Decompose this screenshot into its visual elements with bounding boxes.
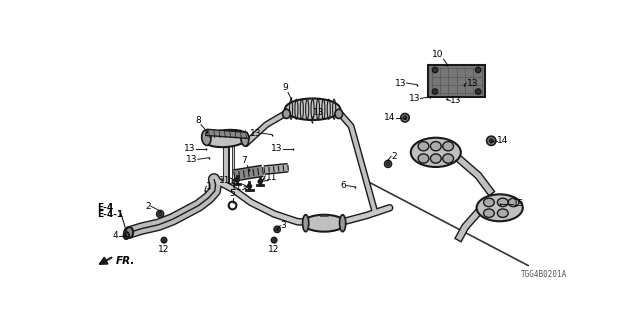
Ellipse shape <box>303 215 308 232</box>
Text: 13: 13 <box>250 129 262 138</box>
Text: 13: 13 <box>184 144 196 153</box>
Circle shape <box>273 239 275 241</box>
Text: E-4: E-4 <box>97 203 113 212</box>
Ellipse shape <box>204 130 248 147</box>
Text: 13: 13 <box>312 108 324 117</box>
Circle shape <box>248 184 252 188</box>
Ellipse shape <box>484 198 494 207</box>
Ellipse shape <box>285 99 340 120</box>
Text: E-4-1: E-4-1 <box>97 210 124 219</box>
Ellipse shape <box>418 141 429 151</box>
Text: FR.: FR. <box>115 256 135 266</box>
Bar <box>428 65 486 97</box>
Circle shape <box>433 89 438 94</box>
Circle shape <box>236 178 239 182</box>
Circle shape <box>271 237 276 243</box>
Ellipse shape <box>340 215 346 232</box>
Ellipse shape <box>125 227 133 238</box>
Text: 10: 10 <box>432 50 444 59</box>
Text: 13: 13 <box>186 155 198 164</box>
Ellipse shape <box>477 194 523 221</box>
Circle shape <box>387 162 390 165</box>
Text: 6: 6 <box>340 181 346 190</box>
Ellipse shape <box>335 109 342 118</box>
Text: 3: 3 <box>280 221 286 230</box>
Text: 11: 11 <box>266 173 278 182</box>
Circle shape <box>276 228 278 231</box>
Ellipse shape <box>241 132 249 146</box>
Text: 15: 15 <box>513 199 524 208</box>
Ellipse shape <box>431 141 441 151</box>
Ellipse shape <box>497 209 508 217</box>
Ellipse shape <box>411 138 461 167</box>
Ellipse shape <box>443 141 454 151</box>
Text: 13: 13 <box>467 78 478 88</box>
Circle shape <box>259 181 261 182</box>
Ellipse shape <box>508 198 519 207</box>
Circle shape <box>236 179 238 181</box>
Circle shape <box>248 185 250 187</box>
Text: 2: 2 <box>391 152 397 161</box>
Circle shape <box>403 116 407 120</box>
Text: 7: 7 <box>241 156 247 165</box>
Text: 5: 5 <box>230 189 236 198</box>
Circle shape <box>486 136 496 145</box>
Circle shape <box>401 114 409 122</box>
Circle shape <box>433 67 438 73</box>
Text: 12: 12 <box>158 245 170 254</box>
Text: 13: 13 <box>395 78 406 88</box>
Ellipse shape <box>418 154 429 163</box>
Ellipse shape <box>283 109 291 118</box>
Text: 13: 13 <box>451 96 462 105</box>
Circle shape <box>259 180 262 184</box>
Circle shape <box>274 226 280 232</box>
Text: 2: 2 <box>145 202 151 211</box>
Ellipse shape <box>303 215 346 232</box>
Ellipse shape <box>202 130 211 145</box>
Ellipse shape <box>431 154 441 163</box>
Ellipse shape <box>484 209 494 217</box>
Text: 9: 9 <box>282 83 288 92</box>
Text: 11: 11 <box>219 176 230 185</box>
Circle shape <box>476 67 481 73</box>
Circle shape <box>159 212 162 215</box>
Text: 8: 8 <box>195 116 201 124</box>
Text: 11: 11 <box>231 182 243 191</box>
Circle shape <box>489 139 493 143</box>
Circle shape <box>157 211 164 217</box>
Circle shape <box>385 160 392 167</box>
Circle shape <box>163 239 165 241</box>
Text: 13: 13 <box>409 94 420 103</box>
Ellipse shape <box>443 154 454 163</box>
Ellipse shape <box>497 198 508 207</box>
Text: 1: 1 <box>206 182 212 191</box>
Text: 4: 4 <box>113 231 118 240</box>
Circle shape <box>476 89 481 94</box>
Text: 12: 12 <box>268 245 280 254</box>
Text: 14: 14 <box>385 113 396 122</box>
Text: 13: 13 <box>271 144 283 153</box>
Polygon shape <box>205 129 250 139</box>
Circle shape <box>161 237 166 243</box>
Text: TGG4B0201A: TGG4B0201A <box>520 270 566 279</box>
Text: 14: 14 <box>497 136 509 145</box>
